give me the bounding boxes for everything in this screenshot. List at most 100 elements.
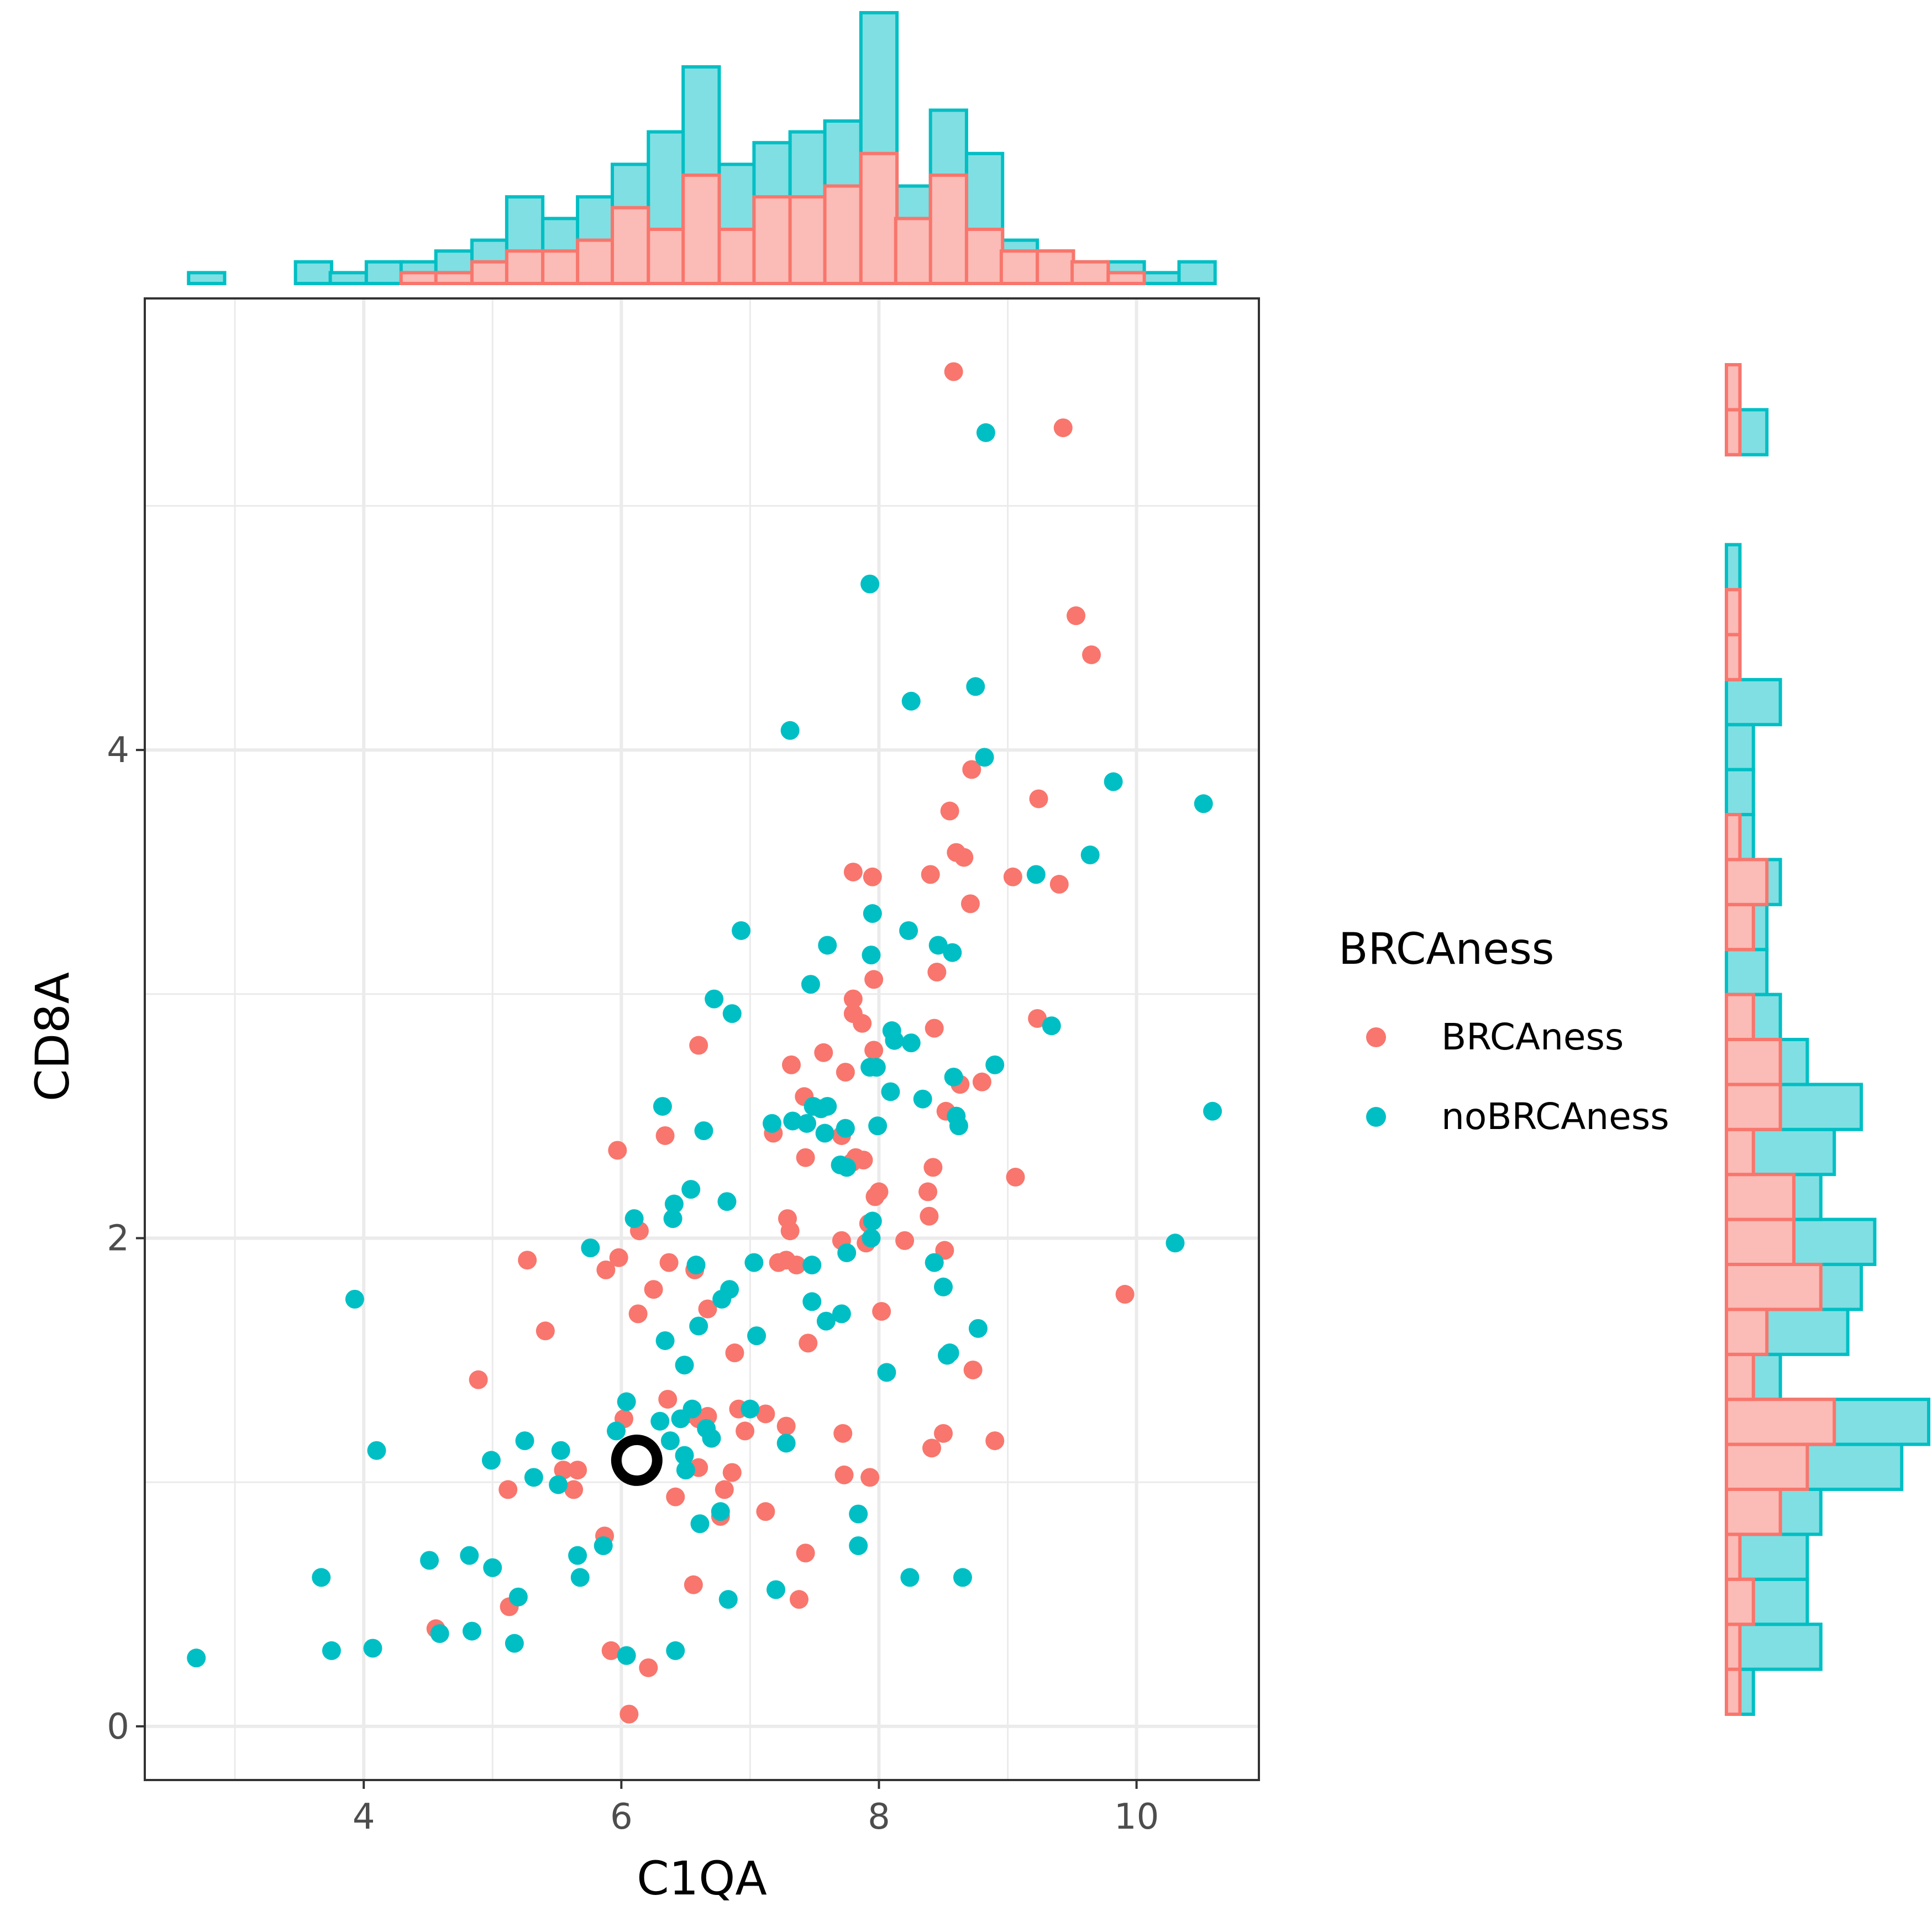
point-nobrcaness xyxy=(187,1649,206,1668)
point-nobrcaness xyxy=(1026,865,1046,884)
point-nobrcaness xyxy=(741,1399,760,1419)
hist-x-bar-BRCAness xyxy=(928,174,968,285)
point-nobrcaness xyxy=(900,1568,920,1587)
point-nobrcaness xyxy=(763,1114,782,1133)
point-brcaness xyxy=(698,1299,717,1319)
point-nobrcaness xyxy=(515,1431,534,1451)
hist-y-bar-BRCAness xyxy=(1725,1127,1755,1177)
hist-y-bar-BRCAness xyxy=(1725,1442,1809,1492)
point-nobrcaness xyxy=(655,1331,675,1350)
point-nobrcaness xyxy=(797,1114,816,1133)
hist-x-bar-BRCAness xyxy=(576,238,616,286)
point-brcaness xyxy=(960,894,980,914)
hist-y-bar-noBRCAness xyxy=(1725,948,1769,996)
x-axis-label: C1QA xyxy=(637,1851,767,1905)
point-nobrcaness xyxy=(681,1180,701,1199)
point-nobrcaness xyxy=(1080,846,1100,865)
hist-x-bar-noBRCAness xyxy=(187,271,227,285)
point-nobrcaness xyxy=(783,1111,802,1131)
hist-x-bar-BRCAness xyxy=(859,151,899,285)
hist-y-bar-BRCAness xyxy=(1725,1623,1742,1671)
point-nobrcaness xyxy=(976,423,995,442)
x-tick-label: 6 xyxy=(610,1797,633,1838)
point-nobrcaness xyxy=(549,1475,568,1494)
grid-lines xyxy=(145,298,1259,1780)
hist-y-bar-BRCAness xyxy=(1725,902,1755,952)
point-nobrcaness xyxy=(816,1311,836,1331)
hist-y-bar-noBRCAness xyxy=(1725,678,1782,727)
point-brcaness xyxy=(1049,875,1069,894)
point-nobrcaness xyxy=(345,1289,364,1309)
point-nobrcaness xyxy=(863,1211,882,1231)
point-brcaness xyxy=(736,1421,755,1441)
point-nobrcaness xyxy=(837,1243,857,1262)
point-nobrcaness xyxy=(570,1568,590,1587)
point-nobrcaness xyxy=(1042,1016,1061,1036)
point-nobrcaness xyxy=(1166,1233,1185,1253)
point-nobrcaness xyxy=(650,1411,670,1431)
point-brcaness xyxy=(564,1480,584,1499)
point-nobrcaness xyxy=(705,989,724,1009)
legend-label-nobrcaness: noBRCAness xyxy=(1441,1095,1670,1138)
hist-x-bar-BRCAness xyxy=(1106,271,1146,285)
highlight-marker xyxy=(611,1434,663,1486)
highlighted-point-ring xyxy=(611,1434,663,1486)
hist-x-bar-BRCAness xyxy=(434,271,474,285)
point-nobrcaness xyxy=(508,1587,528,1607)
legend-title: BRCAness xyxy=(1338,925,1554,974)
point-brcaness xyxy=(860,1468,880,1487)
point-brcaness xyxy=(923,1158,943,1177)
hist-y-bar-BRCAness xyxy=(1725,588,1742,637)
point-nobrcaness xyxy=(767,1580,786,1599)
point-brcaness xyxy=(722,1463,742,1482)
point-nobrcaness xyxy=(483,1558,502,1577)
point-brcaness xyxy=(1028,1009,1047,1028)
point-nobrcaness xyxy=(524,1468,543,1487)
point-nobrcaness xyxy=(881,1082,900,1101)
point-brcaness xyxy=(536,1321,555,1341)
point-brcaness xyxy=(864,970,884,989)
hist-y-bar-BRCAness xyxy=(1725,1308,1769,1356)
hist-x-bar-BRCAness xyxy=(1036,249,1075,286)
panel-border xyxy=(144,297,1260,1781)
point-brcaness xyxy=(796,1544,815,1563)
hist-x-bar-BRCAness xyxy=(611,206,650,285)
plot-panel-border xyxy=(144,297,1260,1781)
point-brcaness xyxy=(609,1248,628,1267)
point-brcaness xyxy=(922,1439,942,1458)
hist-y-bar-BRCAness xyxy=(1725,1577,1755,1626)
point-nobrcaness xyxy=(1104,772,1123,791)
hist-x-bar-BRCAness xyxy=(399,271,439,285)
point-nobrcaness xyxy=(802,1292,822,1311)
hist-y-bar-BRCAness xyxy=(1725,408,1742,456)
hist-y-bar-BRCAness xyxy=(1725,1532,1742,1581)
point-nobrcaness xyxy=(676,1461,695,1480)
axes: 4 6 8 10 0 2 4 xyxy=(107,730,1159,1838)
point-brcaness xyxy=(921,865,940,884)
point-nobrcaness xyxy=(966,677,985,696)
point-nobrcaness xyxy=(937,1346,957,1365)
point-brcaness xyxy=(601,1641,621,1660)
point-nobrcaness xyxy=(430,1624,449,1643)
point-brcaness xyxy=(666,1487,685,1506)
point-brcaness xyxy=(781,1055,801,1074)
point-brcaness xyxy=(787,1256,806,1275)
point-nobrcaness xyxy=(901,691,921,711)
point-nobrcaness xyxy=(1203,1101,1222,1121)
point-brcaness xyxy=(933,1424,953,1443)
hist-y-bar-BRCAness xyxy=(1725,1488,1782,1536)
point-brcaness xyxy=(944,362,963,381)
point-nobrcaness xyxy=(802,1256,822,1275)
point-nobrcaness xyxy=(860,574,880,594)
point-brcaness xyxy=(715,1480,734,1499)
point-nobrcaness xyxy=(776,1434,796,1453)
point-nobrcaness xyxy=(718,1590,738,1609)
point-nobrcaness xyxy=(481,1451,501,1470)
point-nobrcaness xyxy=(944,1067,963,1086)
point-nobrcaness xyxy=(551,1441,570,1460)
marginal-histogram-y xyxy=(1725,363,1930,1716)
point-nobrcaness xyxy=(683,1399,702,1419)
point-brcaness xyxy=(872,1301,891,1321)
legend: BRCAness BRCAness noBRCAness xyxy=(1338,925,1670,1138)
point-brcaness xyxy=(658,1389,678,1409)
